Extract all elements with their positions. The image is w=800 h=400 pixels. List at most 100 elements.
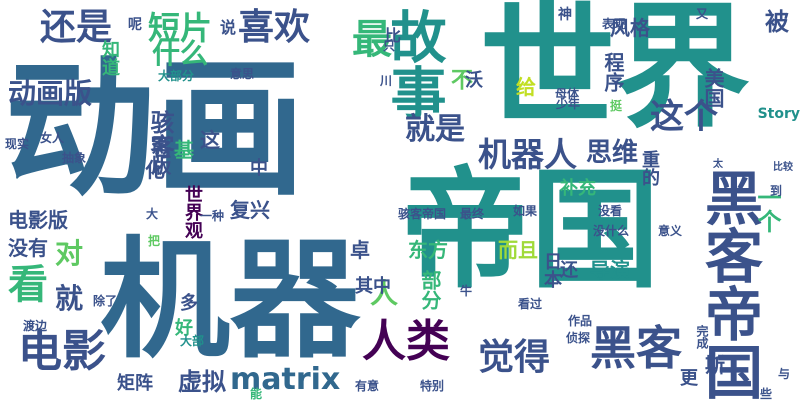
word-97: 些 bbox=[760, 387, 773, 400]
word-69: 少年 bbox=[556, 97, 581, 111]
word-45: 世界观 bbox=[182, 185, 203, 239]
word-52: 好 bbox=[175, 318, 193, 339]
word-54: 重的 bbox=[639, 150, 660, 186]
word-3: 帝国 bbox=[400, 154, 661, 306]
word-8: 人类 bbox=[362, 316, 450, 367]
word-30: 补充 bbox=[560, 178, 596, 199]
word-89: 作品 bbox=[568, 314, 593, 328]
word-60: 沃 bbox=[465, 70, 483, 91]
word-29: 日本 bbox=[541, 252, 562, 288]
word-92: 渡边 bbox=[23, 319, 48, 333]
word-24: 对 bbox=[55, 237, 84, 270]
word-74: 抽象 bbox=[62, 151, 87, 165]
word-48: 部分 bbox=[418, 270, 442, 310]
word-80: 最终 bbox=[460, 207, 485, 221]
word-66: 表现 bbox=[602, 17, 627, 31]
word-32: 程序 bbox=[601, 52, 625, 92]
word-93: 有意 bbox=[355, 379, 380, 393]
word-41: 化 bbox=[145, 158, 165, 182]
word-26: 骇客 bbox=[146, 110, 174, 158]
word-4: 黑客帝国 bbox=[695, 168, 763, 400]
word-76: 比较 bbox=[773, 162, 793, 173]
word-20: 动画版 bbox=[8, 77, 93, 110]
word-59: 比 bbox=[385, 26, 402, 45]
word-63: 呢 bbox=[128, 17, 142, 33]
word-6: 黑客 bbox=[590, 321, 682, 375]
word-91: 大部 bbox=[180, 334, 205, 348]
word-31: 美国 bbox=[701, 68, 725, 108]
word-16: 短片 bbox=[148, 9, 213, 47]
word-27: 思维 bbox=[586, 138, 639, 168]
word-95: 能 bbox=[250, 387, 263, 400]
word-25: 一个 bbox=[753, 185, 781, 233]
word-84: 意义 bbox=[658, 224, 683, 238]
word-42: 基 bbox=[174, 138, 194, 162]
word-82: 没看 bbox=[598, 204, 623, 218]
word-71: 川 bbox=[380, 74, 393, 88]
word-46: 斯 bbox=[705, 353, 725, 377]
word-55: 给 bbox=[516, 75, 536, 99]
word-79: 骇客帝国 bbox=[398, 207, 447, 221]
word-21: 人 bbox=[370, 277, 399, 310]
word-7: 电影 bbox=[18, 326, 106, 377]
word-85: 把 bbox=[148, 234, 161, 248]
word-12: 还是 bbox=[40, 7, 113, 48]
word-81: 如果 bbox=[513, 204, 538, 218]
word-98: 完成 bbox=[695, 325, 709, 349]
word-15: 这个 bbox=[650, 97, 718, 137]
word-68: 母体 bbox=[555, 87, 580, 101]
word-40: 其中 bbox=[355, 276, 391, 297]
word-0: 动画 bbox=[5, 43, 306, 217]
word-67: Story bbox=[757, 106, 800, 122]
word-22: 被 bbox=[765, 8, 789, 36]
word-57: 知道 bbox=[99, 40, 120, 76]
word-53: 这 bbox=[200, 128, 220, 152]
word-1: 世界 bbox=[480, 0, 750, 146]
word-23: 什么 bbox=[152, 37, 209, 70]
word-65: 意思 bbox=[230, 67, 255, 81]
word-39: 卓 bbox=[350, 238, 370, 262]
word-75: 太 bbox=[713, 159, 723, 170]
word-49: 矩阵 bbox=[117, 373, 153, 394]
word-88: 看过 bbox=[518, 297, 543, 311]
word-13: 机器人 bbox=[478, 135, 577, 174]
word-70: 挺 bbox=[610, 99, 623, 113]
word-96: 与 bbox=[778, 367, 791, 381]
word-5: 故事 bbox=[381, 8, 446, 120]
word-47: 还 bbox=[557, 260, 578, 278]
word-100: 又 bbox=[696, 7, 709, 21]
word-77: 到 bbox=[770, 184, 783, 198]
word-10: 喜欢 bbox=[238, 7, 311, 48]
word-14: 看 bbox=[8, 262, 48, 308]
word-43: 不 bbox=[447, 68, 472, 90]
word-101: 只 bbox=[383, 39, 396, 53]
word-34: 没有 bbox=[8, 236, 48, 260]
word-44: 而且 bbox=[498, 238, 538, 262]
word-9: 最 bbox=[352, 17, 392, 63]
word-2: 机器 bbox=[100, 224, 361, 376]
word-86: 除了 bbox=[93, 294, 118, 308]
word-58: 说 bbox=[220, 18, 237, 37]
word-18: matrix bbox=[230, 362, 341, 397]
word-17: 就是 bbox=[405, 112, 465, 147]
word-61: 更 bbox=[680, 368, 698, 389]
word-35: 虚拟 bbox=[178, 368, 226, 396]
word-99: 大 bbox=[146, 207, 159, 221]
word-83: 没什么 bbox=[593, 224, 630, 238]
word-90: 侦探 bbox=[566, 331, 591, 345]
word-87: 牛 bbox=[460, 284, 473, 298]
word-56: 风格 bbox=[610, 16, 650, 40]
word-50: 中 bbox=[250, 158, 268, 179]
word-64: 大部分 bbox=[158, 69, 195, 83]
word-37: 东方 bbox=[408, 238, 448, 262]
word-36: 复兴 bbox=[230, 198, 270, 222]
word-72: 现实 bbox=[5, 137, 30, 151]
word-11: 觉得 bbox=[478, 337, 551, 378]
word-73: 女人 bbox=[40, 131, 65, 145]
word-62: 神 bbox=[558, 7, 572, 23]
word-28: 导演 bbox=[590, 258, 630, 282]
word-78: 一种 bbox=[200, 209, 225, 223]
word-33: 电影版 bbox=[8, 208, 68, 232]
word-51: 多 bbox=[180, 293, 198, 314]
